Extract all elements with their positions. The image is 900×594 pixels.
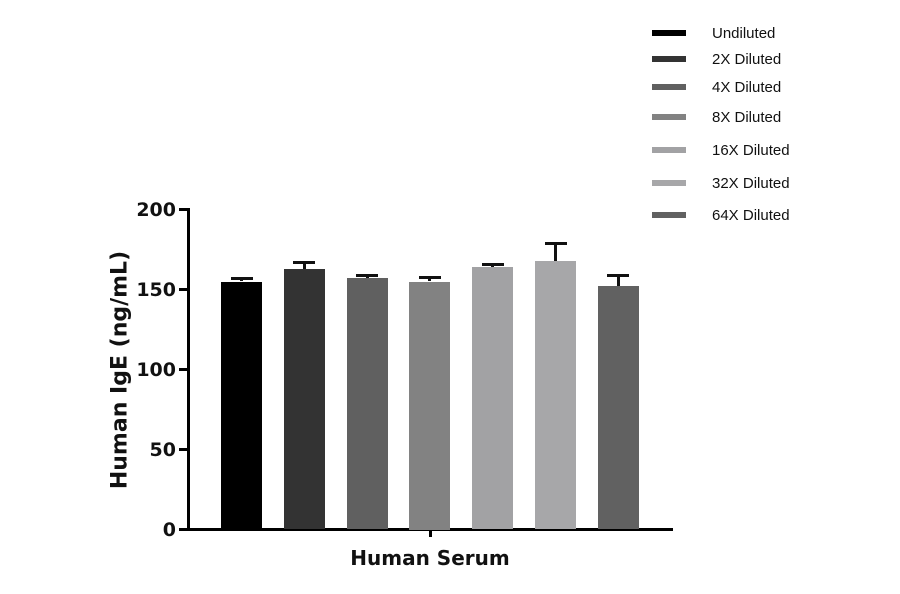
error-bar-cap [544, 242, 567, 246]
legend-swatch [652, 212, 686, 218]
legend-swatch [652, 114, 686, 120]
legend-label: 4X Diluted [712, 78, 782, 96]
legend-item: Undiluted [652, 23, 775, 43]
error-bar-cap [607, 274, 630, 278]
y-tick [179, 528, 188, 531]
error-bar-cap [418, 275, 441, 279]
legend-swatch [652, 147, 686, 153]
legend-label: 2X Diluted [712, 50, 782, 68]
y-tick-label: 200 [136, 198, 176, 221]
legend-swatch [652, 84, 686, 90]
y-tick-label: 0 [162, 518, 176, 541]
legend-item: 32X Diluted [652, 173, 790, 193]
legend-label: 16X Diluted [712, 141, 790, 159]
legend-swatch [652, 56, 686, 62]
bar [409, 281, 451, 530]
error-bar [554, 243, 557, 261]
x-tick [429, 528, 432, 537]
error-bar-cap [293, 261, 316, 265]
bar [346, 278, 388, 530]
legend-label: 32X Diluted [712, 174, 790, 192]
error-bar [616, 275, 620, 287]
bar [597, 286, 639, 530]
y-tick [179, 208, 188, 211]
y-tick-label: 50 [149, 438, 176, 461]
error-bar-cap [481, 262, 504, 266]
legend-item: 2X Diluted [652, 49, 781, 69]
y-tick [179, 368, 188, 371]
legend-item: 4X Diluted [652, 77, 781, 97]
legend-item: 16X Diluted [652, 140, 790, 160]
y-axis [187, 208, 190, 531]
y-tick-label: 100 [136, 358, 176, 381]
bar [283, 268, 325, 530]
legend-item: 64X Diluted [652, 205, 790, 225]
x-axis-label: Human Serum [350, 546, 510, 570]
y-tick-label: 150 [136, 278, 176, 301]
legend-swatch [652, 30, 686, 36]
legend-label: Undiluted [712, 24, 776, 42]
legend-label: 64X Diluted [712, 206, 790, 224]
legend-item: 8X Diluted [652, 107, 781, 127]
bar [221, 281, 262, 530]
error-bar [428, 276, 432, 282]
legend-swatch [652, 180, 686, 186]
legend-label: 8X Diluted [712, 108, 782, 126]
error-bar-cap [356, 274, 379, 278]
y-tick [179, 448, 188, 451]
y-axis-label: Human IgE (ng/mL) [107, 250, 133, 490]
error-bar [302, 262, 306, 269]
error-bar-cap [230, 277, 253, 281]
y-tick [179, 288, 188, 291]
bar [472, 267, 514, 530]
bar [535, 260, 576, 530]
